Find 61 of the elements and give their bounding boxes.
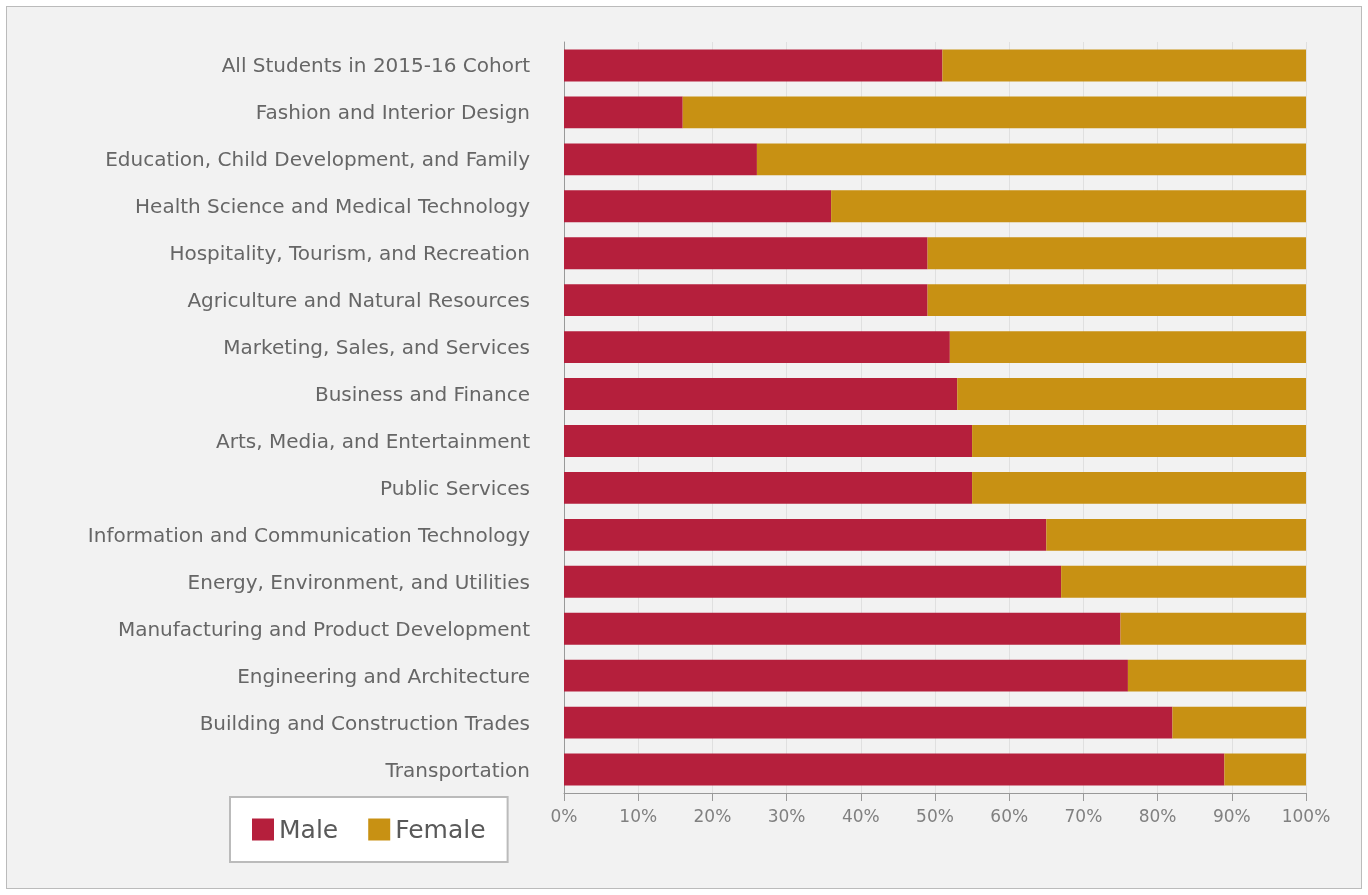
y-tick-label: Manufacturing and Product Development: [117, 616, 531, 641]
bar: [682, 96, 1306, 129]
bar: [564, 753, 1225, 786]
bar: [564, 612, 1121, 645]
bar: [564, 96, 683, 129]
x-tick-label: 10%: [619, 805, 658, 826]
bar: [564, 331, 950, 364]
bar: [1061, 565, 1306, 598]
y-tick-label: All Students in 2015-16 Cohort: [221, 53, 531, 78]
y-tick-label: Information and Communication Technology: [87, 522, 531, 547]
x-tick-label: 0%: [550, 805, 578, 826]
y-tick-label: Transportation: [384, 757, 530, 782]
bar: [564, 471, 973, 504]
x-tick-label: 50%: [916, 805, 954, 826]
bar: [957, 378, 1306, 410]
bar: [564, 659, 1128, 692]
bar: [1046, 518, 1306, 551]
bar: [564, 49, 943, 82]
bar: [949, 331, 1306, 364]
y-tick-label: Business and Finance: [314, 382, 530, 407]
y-tick-label: Engineering and Architecture: [237, 663, 530, 688]
bar: [927, 284, 1306, 317]
bar: [564, 284, 928, 317]
x-tick-label: 70%: [1064, 805, 1103, 826]
bar: [1224, 753, 1306, 786]
y-tick-label: Education, Child Development, and Family: [105, 147, 531, 172]
y-tick-label: Fashion and Interior Design: [255, 100, 530, 125]
bar: [564, 190, 832, 223]
bar: [1172, 706, 1306, 739]
y-tick-label: Public Services: [380, 475, 530, 500]
bar: [942, 49, 1306, 82]
bar: [831, 190, 1306, 223]
x-tick-label: 60%: [990, 805, 1029, 826]
bar: [927, 237, 1306, 270]
y-tick-label: Energy, Environment, and Utilities: [187, 569, 530, 594]
x-tick-label: 100%: [1281, 805, 1331, 826]
bar: [972, 425, 1306, 457]
bar: [564, 425, 973, 457]
bar: [564, 237, 928, 270]
y-tick-label: Agriculture and Natural Resources: [187, 288, 530, 313]
bar: [1127, 659, 1306, 692]
x-tick-label: 30%: [767, 805, 806, 826]
y-tick-label: Building and Construction Trades: [199, 710, 530, 735]
y-tick-label: Marketing, Sales, and Services: [223, 335, 530, 360]
bar: [972, 471, 1306, 504]
bar: [564, 565, 1062, 598]
x-tick-label: 40%: [841, 805, 880, 826]
bar: [564, 706, 1173, 739]
bar: [564, 378, 958, 410]
bar: [1120, 612, 1306, 645]
bar: [564, 518, 1047, 551]
legend-label: Female: [395, 815, 486, 844]
y-tick-label: Hospitality, Tourism, and Recreation: [169, 241, 530, 266]
bar: [756, 143, 1306, 176]
bar: [564, 143, 757, 176]
y-tick-label: Health Science and Medical Technology: [135, 194, 531, 219]
y-tick-label: Arts, Media, and Entertainment: [216, 428, 531, 453]
legend-label: Male: [279, 815, 339, 844]
x-tick-label: 90%: [1212, 805, 1251, 826]
x-tick-label: 80%: [1138, 805, 1177, 826]
x-tick-label: 20%: [693, 805, 732, 826]
